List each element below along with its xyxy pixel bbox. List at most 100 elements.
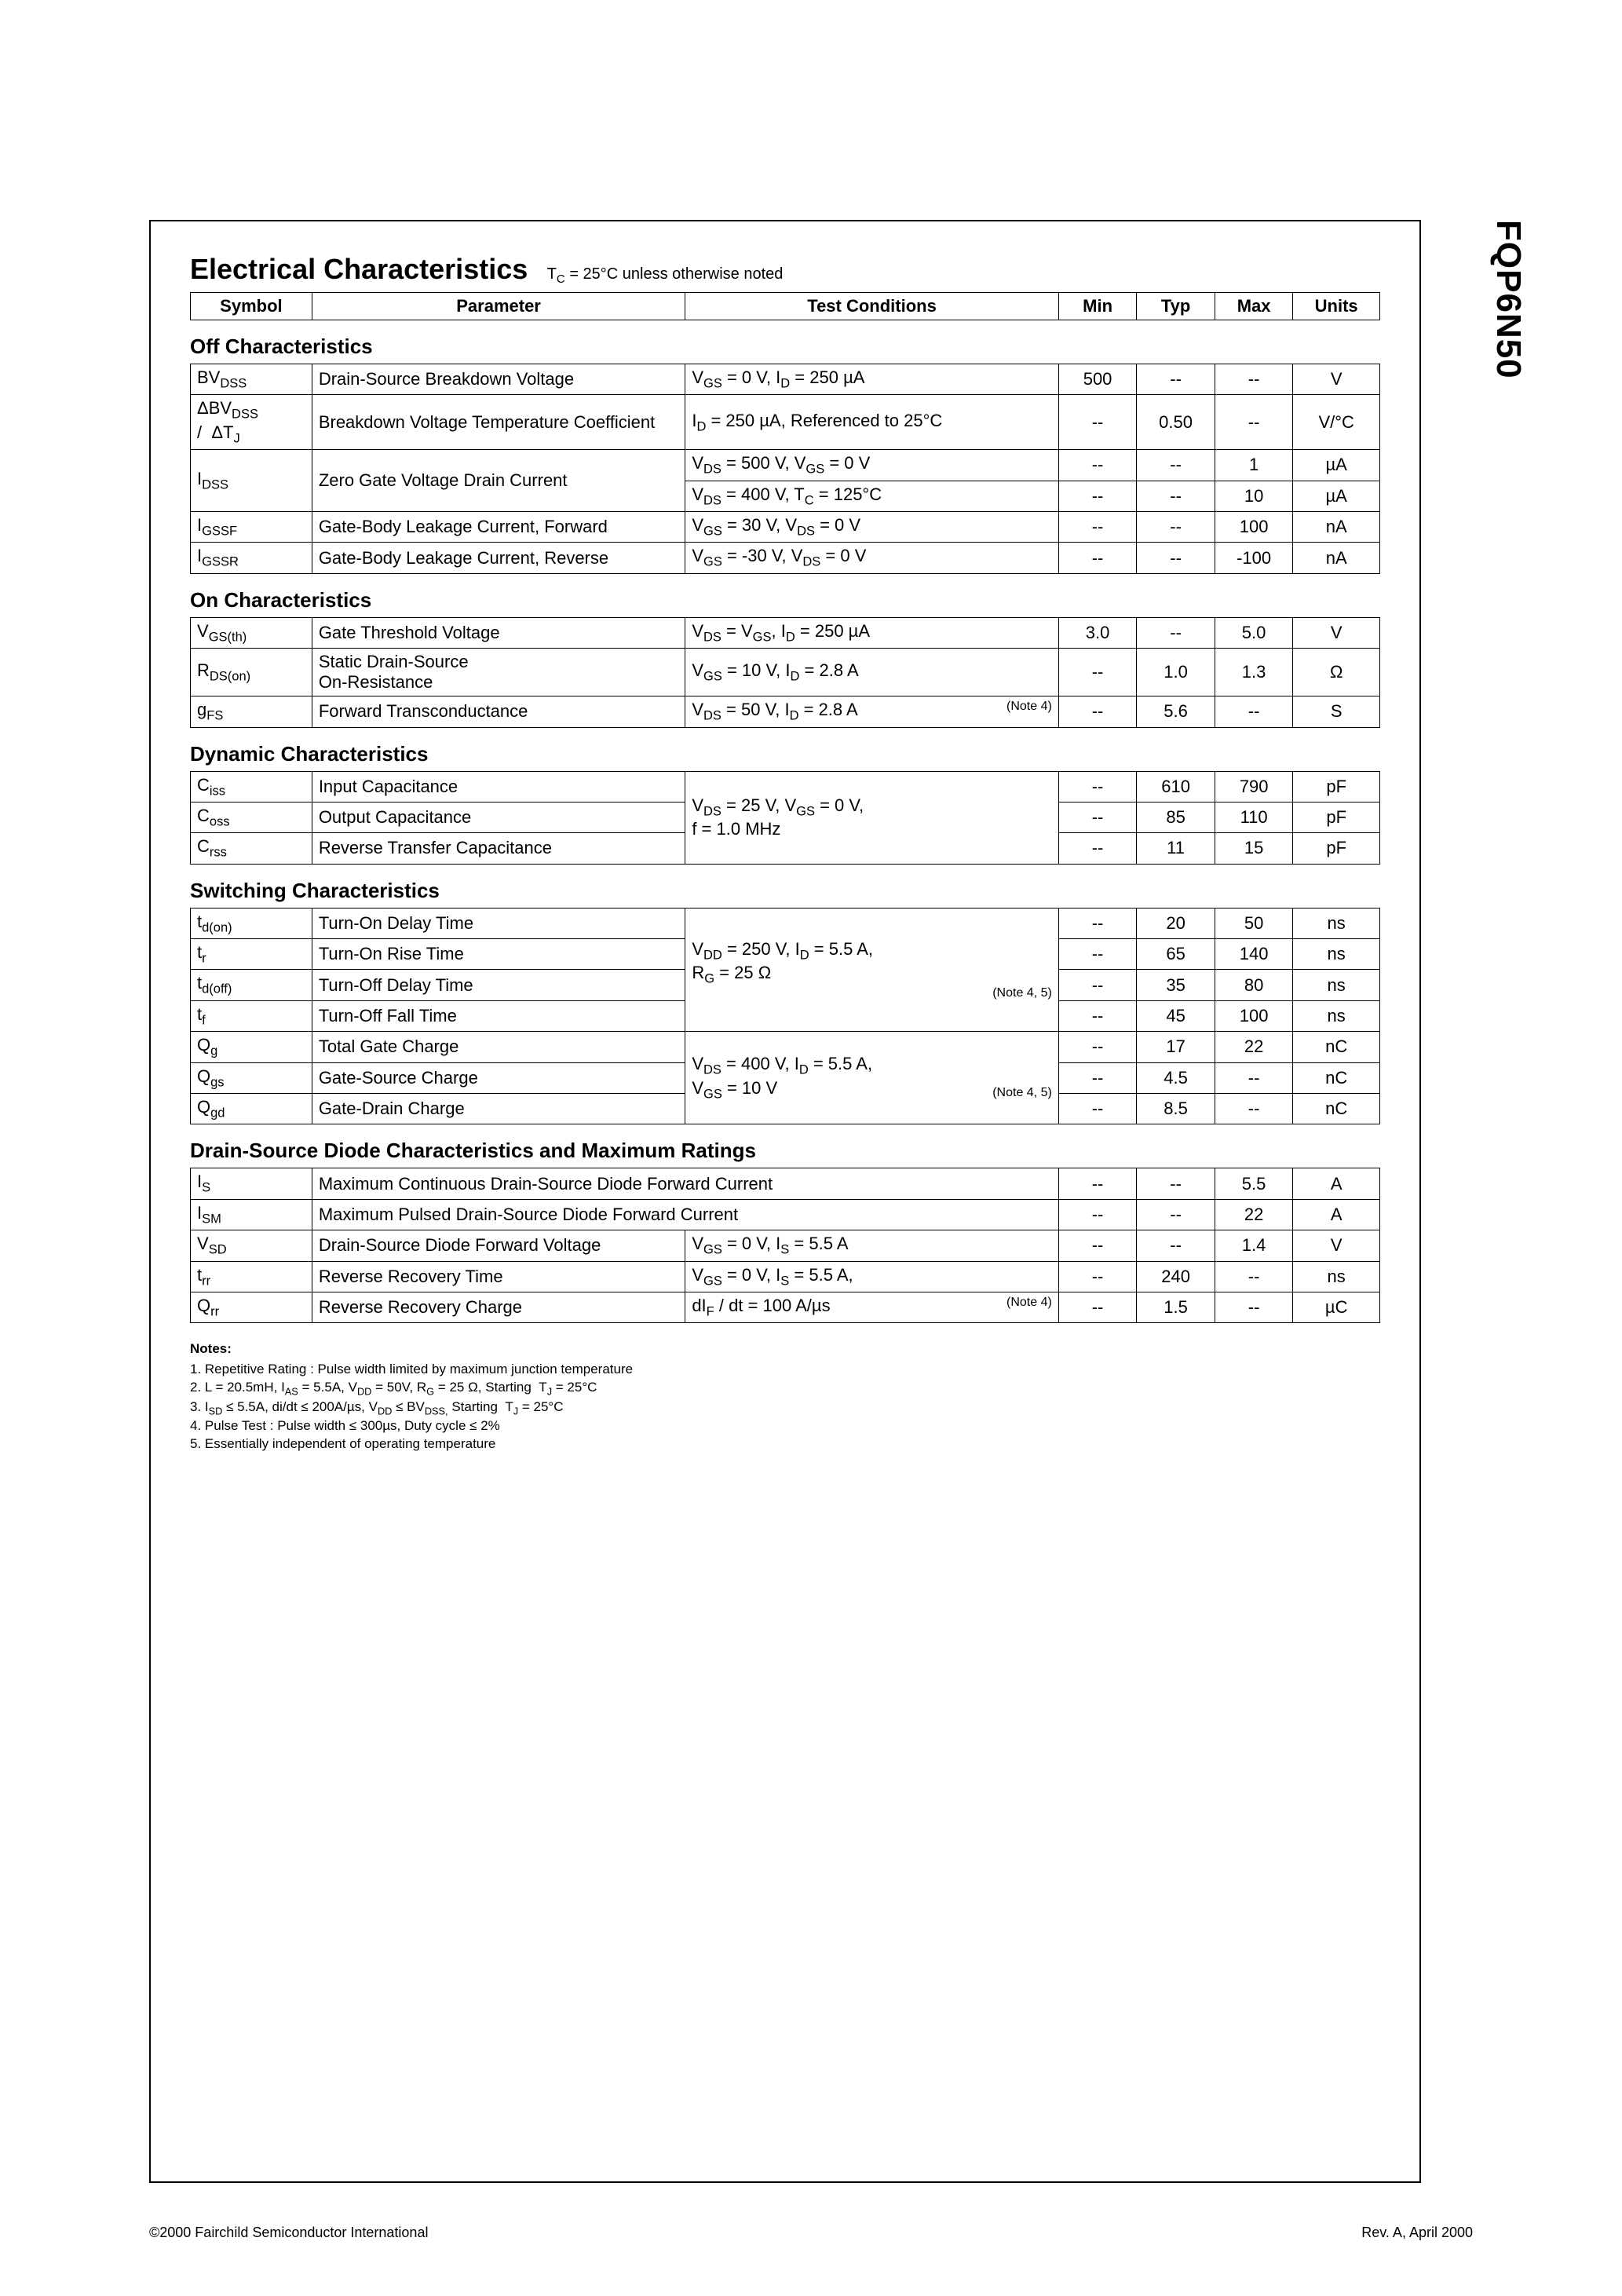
cell-unit: ns [1293,908,1380,938]
cell-symbol: Qgs [191,1062,312,1093]
cell-unit: V/°C [1293,395,1380,450]
cell-unit: A [1293,1199,1380,1230]
cell-typ: -- [1137,1230,1215,1261]
notes-header: Notes: [190,1340,1380,1358]
cell-cond: VDS = 25 V, VGS = 0 V,f = 1.0 MHz [685,771,1059,864]
cell-min: -- [1058,771,1137,802]
cell-param: Turn-On Delay Time [312,908,685,938]
cell-min: -- [1058,1199,1137,1230]
cell-symbol: IGSSF [191,511,312,542]
cell-unit: µA [1293,450,1380,481]
cell-max: 22 [1215,1032,1293,1062]
cell-typ: 20 [1137,908,1215,938]
cell-param: Turn-On Rise Time [312,939,685,970]
table-row: td(on) Turn-On Delay Time VDD = 250 V, I… [191,908,1380,938]
cell-param: Maximum Continuous Drain-Source Diode Fo… [312,1168,1058,1199]
dsd-table: IS Maximum Continuous Drain-Source Diode… [190,1168,1380,1323]
off-table: BVDSS Drain-Source Breakdown Voltage VGS… [190,364,1380,574]
cell-param: Reverse Recovery Time [312,1261,685,1292]
section-off-heading: Off Characteristics [190,335,1380,359]
cell-cond: VDS = 400 V, TC = 125°C [685,481,1059,511]
page-title: Electrical Characteristics [190,253,528,286]
cell-typ: 65 [1137,939,1215,970]
cell-symbol: trr [191,1261,312,1292]
table-row: VSD Drain-Source Diode Forward Voltage V… [191,1230,1380,1261]
cell-symbol: VSD [191,1230,312,1261]
cell-max: 50 [1215,908,1293,938]
note-line: 5. Essentially independent of operating … [190,1435,1380,1453]
table-row: RDS(on) Static Drain-SourceOn-Resistance… [191,649,1380,696]
cell-max: -- [1215,1062,1293,1093]
cell-typ: 5.6 [1137,696,1215,727]
cell-min: -- [1058,543,1137,573]
cell-max: -100 [1215,543,1293,573]
cell-unit: V [1293,1230,1380,1261]
cell-cond: VDS = 50 V, ID = 2.8 A (Note 4) [685,696,1059,727]
cell-typ: 35 [1137,970,1215,1000]
table-row: Qg Total Gate Charge VDS = 400 V, ID = 5… [191,1032,1380,1062]
cell-cond: VDS = 500 V, VGS = 0 V [685,450,1059,481]
cell-unit: µC [1293,1292,1380,1322]
cell-param: Drain-Source Diode Forward Voltage [312,1230,685,1261]
cell-unit: ns [1293,1000,1380,1031]
cell-param: Gate-Drain Charge [312,1094,685,1124]
cell-min: -- [1058,939,1137,970]
cell-symbol: BVDSS [191,364,312,395]
col-max: Max [1215,293,1293,320]
cell-cond: VDS = 400 V, ID = 5.5 A,VGS = 10 V (Note… [685,1032,1059,1124]
cell-typ: -- [1137,481,1215,511]
cell-param: Breakdown Voltage Temperature Coefficien… [312,395,685,450]
cell-min: -- [1058,450,1137,481]
cell-symbol: RDS(on) [191,649,312,696]
cell-param: Reverse Recovery Charge [312,1292,685,1322]
cell-cond: VGS = 0 V, ID = 250 µA [685,364,1059,395]
cell-param: Output Capacitance [312,802,685,832]
cell-typ: -- [1137,364,1215,395]
cell-cond: dIF / dt = 100 A/µs (Note 4) [685,1292,1059,1322]
cell-param: Forward Transconductance [312,696,685,727]
cell-max: 110 [1215,802,1293,832]
note-line: 3. ISD ≤ 5.5A, di/dt ≤ 200A/µs, VDD ≤ BV… [190,1398,1380,1418]
cell-symbol: VGS(th) [191,617,312,648]
cell-typ: 11 [1137,833,1215,864]
part-number: FQP6N50 [1489,220,1528,379]
cell-min: -- [1058,1032,1137,1062]
cell-symbol: tf [191,1000,312,1031]
footer-copyright: ©2000 Fairchild Semiconductor Internatio… [149,2225,428,2241]
cell-symbol: Qrr [191,1292,312,1322]
cell-unit: V [1293,617,1380,648]
cell-symbol: gFS [191,696,312,727]
footer-revision: Rev. A, April 2000 [1361,2225,1473,2241]
cell-typ: 17 [1137,1032,1215,1062]
table-row: Ciss Input Capacitance VDS = 25 V, VGS =… [191,771,1380,802]
cell-cond: ID = 250 µA, Referenced to 25°C [685,395,1059,450]
cell-symbol: ΔBVDSS/ ΔTJ [191,395,312,450]
cell-min: -- [1058,395,1137,450]
cell-unit: S [1293,696,1380,727]
table-row: IDSS Zero Gate Voltage Drain Current VDS… [191,450,1380,481]
table-row: Qrr Reverse Recovery Charge dIF / dt = 1… [191,1292,1380,1322]
cell-unit: nC [1293,1062,1380,1093]
table-row: BVDSS Drain-Source Breakdown Voltage VGS… [191,364,1380,395]
cell-max: 790 [1215,771,1293,802]
cell-max: -- [1215,1094,1293,1124]
cell-typ: 1.0 [1137,649,1215,696]
cell-param: Turn-Off Delay Time [312,970,685,1000]
cell-unit: V [1293,364,1380,395]
cell-min: -- [1058,1292,1137,1322]
table-row: IS Maximum Continuous Drain-Source Diode… [191,1168,1380,1199]
cell-param: Gate-Body Leakage Current, Reverse [312,543,685,573]
section-on-heading: On Characteristics [190,588,1380,612]
section-dyn-heading: Dynamic Characteristics [190,742,1380,766]
cell-min: -- [1058,649,1137,696]
cell-cond: VGS = -30 V, VDS = 0 V [685,543,1059,573]
cell-max: 1.4 [1215,1230,1293,1261]
cell-symbol: IDSS [191,450,312,512]
cell-param: Zero Gate Voltage Drain Current [312,450,685,512]
cell-max: 22 [1215,1199,1293,1230]
cell-symbol: IGSSR [191,543,312,573]
cell-min: -- [1058,1230,1137,1261]
cell-unit: ns [1293,970,1380,1000]
table-row: ΔBVDSS/ ΔTJ Breakdown Voltage Temperatur… [191,395,1380,450]
cell-typ: 45 [1137,1000,1215,1031]
